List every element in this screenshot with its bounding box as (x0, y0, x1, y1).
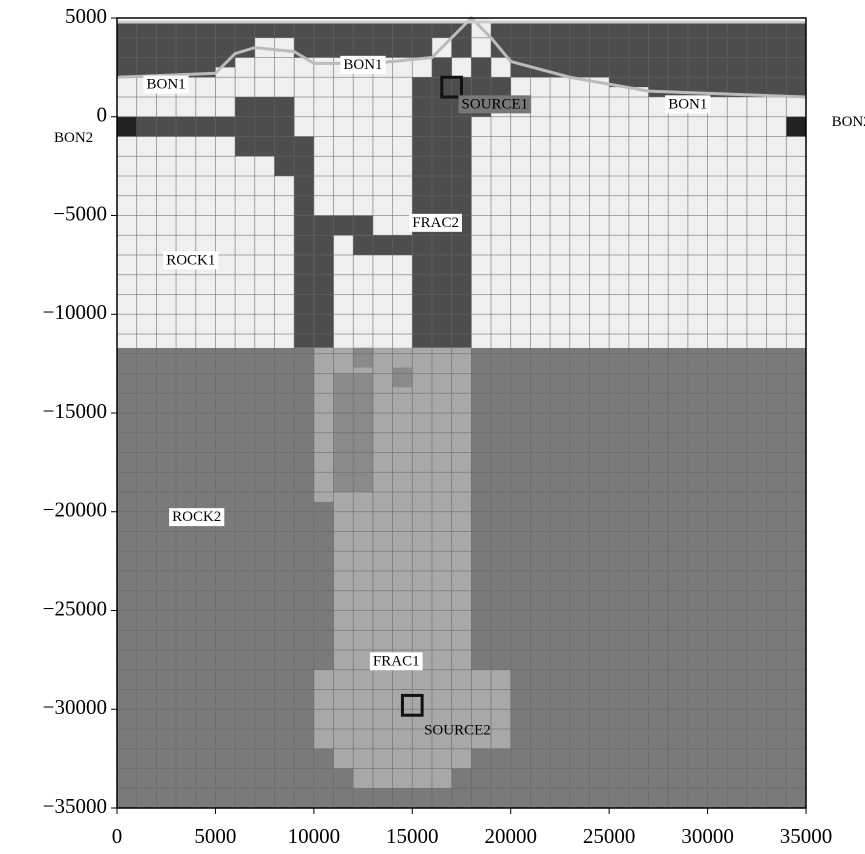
x-tick-label: 35000 (780, 824, 833, 848)
frac2 (431, 57, 452, 78)
y-tick-label: 5000 (65, 4, 107, 28)
surface-cells (215, 67, 236, 97)
region-label: BON1 (147, 77, 186, 93)
y-tick-label: −15000 (43, 399, 107, 423)
region-label: BON2 (832, 114, 865, 130)
region-label: BON1 (343, 57, 382, 73)
frac1-core (392, 367, 413, 388)
region-label: BON2 (54, 130, 93, 146)
y-tick-label: −35000 (43, 794, 107, 818)
y-tick-label: −5000 (53, 201, 107, 225)
frac1-core (353, 347, 373, 368)
source (400, 693, 424, 717)
y-tick-label: −30000 (43, 695, 107, 719)
frac2 (491, 77, 511, 97)
bon2-right (786, 116, 806, 137)
label-background (163, 251, 219, 270)
x-tick-label: 25000 (583, 824, 636, 848)
frac2 (313, 215, 334, 348)
y-tick-label: −20000 (43, 498, 107, 522)
label-background (458, 95, 532, 114)
frac1 (353, 768, 452, 789)
x-tick-label: 10000 (288, 824, 341, 848)
label-background (409, 213, 462, 232)
topography (116, 15, 807, 99)
y-tick-label: −25000 (43, 596, 107, 620)
frac1 (333, 748, 472, 769)
frac2 (294, 156, 314, 348)
frac1 (333, 501, 472, 670)
region-label: BON1 (668, 96, 707, 112)
region-label: ROCK1 (166, 252, 215, 268)
label-background (340, 55, 386, 74)
region-label: SOURCE2 (424, 722, 491, 738)
y-tick-label: 0 (97, 103, 108, 127)
label-background (169, 508, 225, 527)
region-label: FRAC2 (412, 215, 459, 231)
label-background (143, 75, 189, 94)
y-tick-label: −10000 (43, 300, 107, 324)
label-background (665, 95, 711, 114)
x-tick-label: 5000 (194, 824, 236, 848)
bon2-left (117, 116, 137, 137)
source (440, 75, 464, 99)
frac2 (353, 235, 413, 255)
x-tick-label: 20000 (484, 824, 537, 848)
label-background (369, 652, 423, 671)
surface-cells (510, 77, 570, 97)
frac2 (412, 77, 472, 348)
region-label: ROCK2 (172, 509, 221, 525)
region-label: SOURCE1 (462, 96, 529, 112)
x-tick-label: 30000 (681, 824, 734, 848)
x-tick-label: 0 (112, 824, 123, 848)
region-label: FRAC1 (373, 653, 420, 669)
x-tick-label: 15000 (386, 824, 439, 848)
